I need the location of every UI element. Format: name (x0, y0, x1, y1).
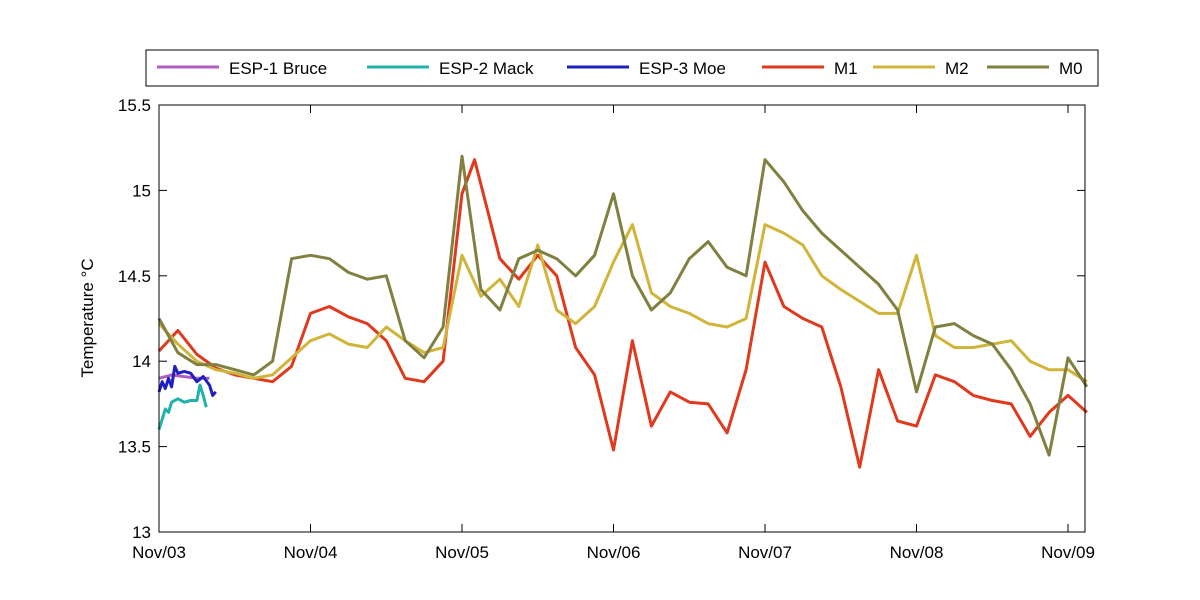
x-axis: Nov/03 Nov/04 Nov/05 Nov/06 Nov/07 Nov/08 Nov/… (132, 105, 1095, 562)
x-tick-label: Nov/08 (890, 543, 944, 562)
plot-frame (158, 104, 1086, 533)
y-tick-label: 13 (132, 523, 151, 542)
y-tick-label: 14.5 (118, 267, 151, 286)
x-tick-label: Nov/06 (587, 543, 641, 562)
x-tick-label: Nov/09 (1041, 543, 1095, 562)
y-tick-label: 14 (132, 352, 151, 371)
legend-label: M0 (1059, 59, 1083, 78)
y-tick-label: 13.5 (118, 438, 151, 457)
legend-label: M2 (945, 59, 969, 78)
legend: ESP-1 Bruce ESP-2 Mack ESP-3 Moe M1 M2 M0 (145, 49, 1099, 87)
y-tick-label: 15.5 (118, 96, 151, 115)
series-line-4 (157, 223, 1088, 383)
x-tick-label: Nov/03 (132, 543, 186, 562)
x-tick-label: Nov/05 (435, 543, 489, 562)
y-axis-label: Temperature °C (78, 258, 97, 377)
series-line-2 (157, 364, 217, 397)
series-line-5 (157, 154, 1089, 457)
legend-label: ESP-2 Mack (439, 59, 534, 78)
series-line-3 (157, 158, 1088, 469)
y-axis: 13 13.5 14 14.5 15 15.5 (118, 96, 1085, 542)
legend-label: M1 (834, 59, 858, 78)
legend-label: ESP-3 Moe (639, 59, 726, 78)
x-tick-label: Nov/04 (284, 543, 338, 562)
legend-label: ESP-1 Bruce (229, 59, 327, 78)
series-line-1 (157, 383, 208, 430)
y-tick-label: 15 (132, 181, 151, 200)
series-layer (157, 154, 1089, 469)
x-tick-label: Nov/07 (738, 543, 792, 562)
